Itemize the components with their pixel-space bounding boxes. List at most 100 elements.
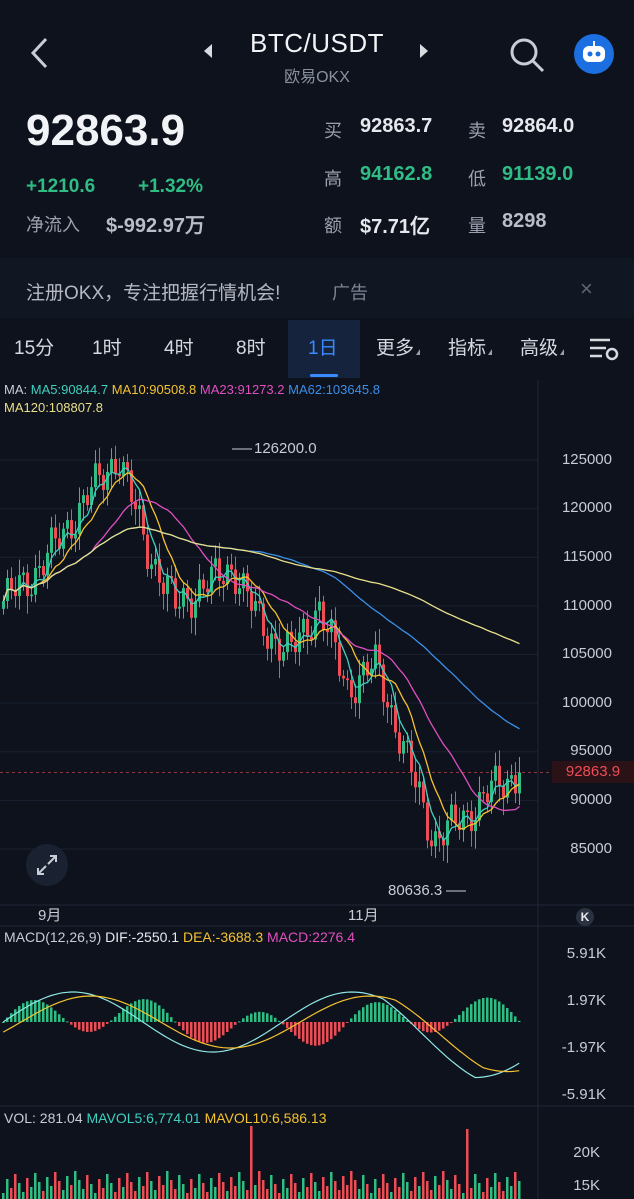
candle-body bbox=[278, 638, 281, 661]
close-icon[interactable]: × bbox=[580, 276, 593, 301]
volume-bar bbox=[210, 1178, 213, 1199]
candle-body bbox=[374, 644, 377, 669]
macd-histogram-bar bbox=[294, 1022, 297, 1036]
candle-body bbox=[490, 780, 493, 803]
candle-body bbox=[494, 765, 497, 781]
tab-1d[interactable]: 1日 bbox=[308, 338, 338, 359]
candle-body bbox=[274, 633, 277, 639]
candle-body bbox=[70, 520, 73, 539]
low-marker-label: 80636.3 bbox=[388, 882, 443, 899]
volume-bar bbox=[114, 1192, 117, 1199]
expand-icon[interactable] bbox=[26, 844, 68, 886]
tab-4h[interactable]: 4时 bbox=[164, 338, 194, 359]
macd-histogram-bar bbox=[478, 999, 481, 1022]
volume-bar bbox=[110, 1183, 113, 1199]
candle-body bbox=[250, 591, 253, 611]
tab-8h[interactable]: 8时 bbox=[236, 338, 266, 359]
tab-indicators[interactable]: 指标 bbox=[448, 320, 493, 378]
volume-bar bbox=[186, 1193, 189, 1199]
macd-histogram-bar bbox=[330, 1022, 333, 1040]
macd-histogram-bar bbox=[126, 1006, 129, 1022]
robot-avatar-icon[interactable] bbox=[574, 34, 614, 74]
macd-axis-label: -5.91K bbox=[561, 1086, 606, 1103]
candle-body bbox=[270, 633, 273, 649]
search-icon[interactable] bbox=[508, 36, 546, 74]
ad-banner[interactable] bbox=[0, 258, 634, 318]
tab-advanced[interactable]: 高级 bbox=[520, 320, 565, 378]
volume-bar bbox=[6, 1179, 9, 1199]
volume-bar bbox=[314, 1182, 317, 1199]
tab-indicators-label: 指标 bbox=[448, 338, 487, 359]
next-arrow-icon[interactable] bbox=[420, 44, 428, 58]
chart-settings-icon[interactable] bbox=[588, 334, 620, 364]
current-price-tag: 92863.9 bbox=[552, 761, 634, 783]
ad-tag: 广告 bbox=[332, 283, 368, 303]
mavol5-value: MAVOL5:6,774.01 bbox=[86, 1110, 201, 1126]
candle-body bbox=[50, 527, 53, 553]
macd-histogram-bar bbox=[118, 1013, 121, 1022]
ma5-line bbox=[2, 467, 520, 842]
volume-bar bbox=[374, 1179, 377, 1199]
macd-histogram-bar bbox=[438, 1022, 441, 1031]
macd-histogram-bar bbox=[462, 1011, 465, 1022]
candle-body bbox=[286, 631, 289, 653]
volume-bar bbox=[450, 1189, 453, 1199]
volume-bar bbox=[222, 1182, 225, 1199]
candle-body bbox=[230, 564, 233, 570]
macd-axis-label: 5.91K bbox=[566, 945, 606, 962]
volume-bar bbox=[26, 1178, 29, 1199]
tab-15m[interactable]: 15分 bbox=[14, 338, 55, 359]
macd-histogram-bar bbox=[494, 999, 497, 1022]
macd-histogram-bar bbox=[418, 1022, 421, 1030]
macd-histogram-bar bbox=[30, 1000, 33, 1022]
macd-histogram-bar bbox=[414, 1022, 417, 1027]
candle-body bbox=[478, 792, 481, 821]
volume-bar bbox=[378, 1188, 381, 1199]
candle-body bbox=[346, 678, 349, 681]
tab-more[interactable]: 更多 bbox=[376, 320, 421, 378]
candle-body bbox=[2, 601, 5, 609]
candle-body bbox=[466, 810, 469, 813]
pair-title-block[interactable]: BTC/USDT 欧易OKX bbox=[200, 28, 434, 88]
candle-body bbox=[202, 579, 205, 589]
tab-1h[interactable]: 1时 bbox=[92, 338, 122, 359]
macd-histogram-bar bbox=[342, 1022, 345, 1028]
candle-body bbox=[314, 610, 317, 640]
macd-histogram-bar bbox=[110, 1020, 113, 1022]
macd-histogram-bar bbox=[150, 1000, 153, 1022]
volume-bar bbox=[294, 1183, 297, 1199]
ma120-value: MA120:108807.8 bbox=[4, 400, 104, 415]
macd-histogram-bar bbox=[406, 1020, 409, 1022]
price-axis-label: 125000 bbox=[561, 451, 612, 468]
candle-body bbox=[422, 781, 425, 803]
macd-histogram-bar bbox=[434, 1022, 437, 1032]
macd-histogram-bar bbox=[206, 1022, 209, 1043]
volume-bar bbox=[130, 1182, 133, 1199]
candle-body bbox=[58, 538, 61, 549]
volume-bar bbox=[458, 1184, 461, 1199]
macd-histogram-bar bbox=[22, 1003, 25, 1022]
k-button[interactable]: K bbox=[576, 908, 594, 926]
volume-bar bbox=[138, 1177, 141, 1199]
macd-dea: DEA:-3688.3 bbox=[182, 929, 264, 945]
volume-bar bbox=[266, 1189, 269, 1199]
volume-bar bbox=[498, 1182, 501, 1199]
macd-histogram-bar bbox=[14, 1009, 17, 1022]
prev-arrow-icon[interactable] bbox=[204, 44, 212, 58]
candle-body bbox=[38, 565, 41, 568]
volume-bar bbox=[22, 1192, 25, 1199]
candle-body bbox=[514, 775, 517, 794]
volume-bar bbox=[506, 1177, 509, 1199]
back-chevron-icon[interactable] bbox=[28, 36, 52, 70]
volume-bar bbox=[18, 1183, 21, 1199]
volume-bar bbox=[50, 1186, 53, 1199]
macd-histogram-bar bbox=[222, 1022, 225, 1036]
macd-histogram-bar bbox=[466, 1007, 469, 1022]
macd-dif-line bbox=[2, 991, 520, 1079]
time-axis-label: 9月 bbox=[38, 907, 62, 924]
price-axis-label: 90000 bbox=[570, 791, 612, 808]
ad-text[interactable]: 注册OKX，专注把握行情机会! bbox=[26, 283, 281, 304]
candle-body bbox=[434, 831, 437, 847]
macd-histogram-bar bbox=[358, 1010, 361, 1022]
